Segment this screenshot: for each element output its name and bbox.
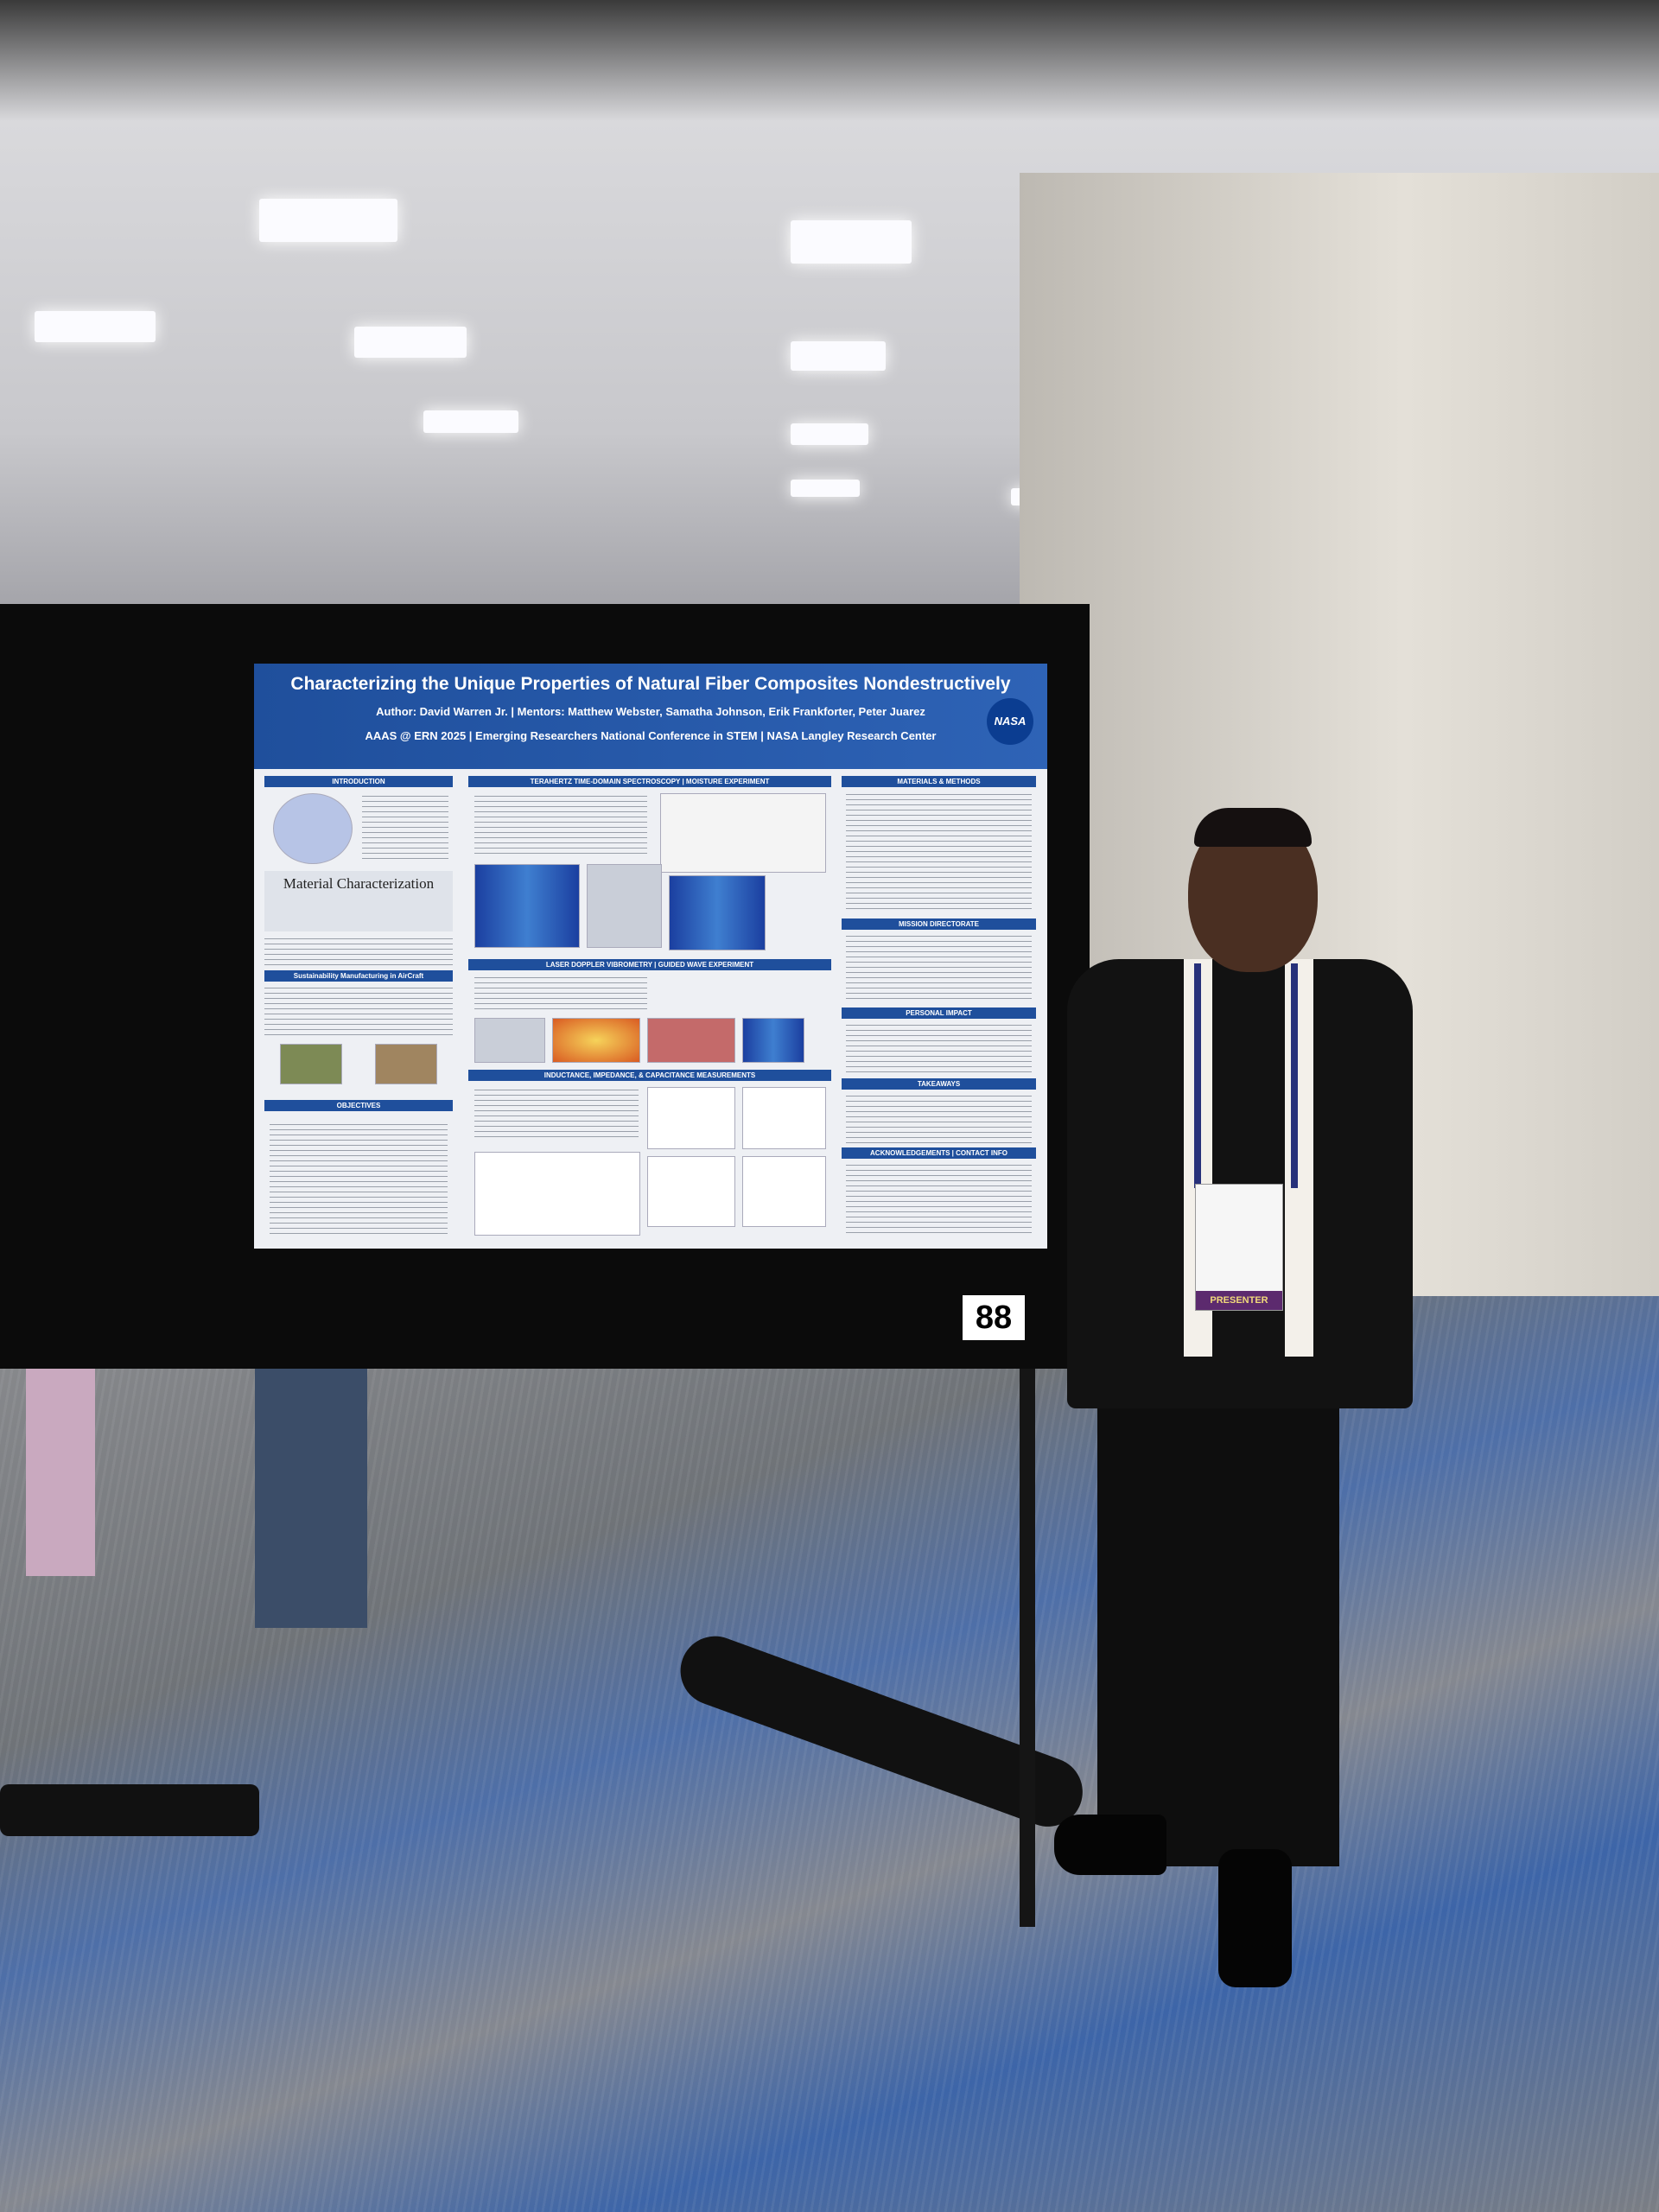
carpet xyxy=(0,1296,1659,2212)
section-header: MATERIALS & METHODS xyxy=(842,776,1036,787)
figure xyxy=(474,1018,545,1063)
figure xyxy=(647,1087,735,1149)
ceiling-light xyxy=(791,220,912,264)
figure xyxy=(742,1156,826,1227)
text-block xyxy=(846,1162,1032,1236)
text-block xyxy=(474,975,647,1014)
text-block xyxy=(846,933,1032,1002)
text-block xyxy=(846,1022,1032,1074)
text-block xyxy=(264,936,453,966)
visitor-legs xyxy=(255,1369,367,1628)
ceiling-light xyxy=(791,341,886,371)
figure xyxy=(742,1018,804,1063)
section-header: INDUCTANCE, IMPEDANCE, & CAPACITANCE MEA… xyxy=(468,1070,831,1081)
text-block xyxy=(846,1093,1032,1143)
section-header: Sustainability Manufacturing in AirCraft xyxy=(264,970,453,982)
text-block xyxy=(362,793,448,862)
board-number: 88 xyxy=(963,1295,1025,1340)
person-legs xyxy=(1097,1382,1339,1866)
section-header: OBJECTIVES xyxy=(264,1100,453,1111)
section-header: PERSONAL IMPACT xyxy=(842,1007,1036,1019)
ceiling-light xyxy=(354,327,467,358)
figure xyxy=(587,864,662,948)
figure xyxy=(273,793,353,864)
figure xyxy=(474,864,580,948)
badge-role: PRESENTER xyxy=(1196,1291,1282,1310)
text-block xyxy=(270,1122,448,1234)
poster-tube xyxy=(0,1784,259,1836)
figure xyxy=(375,1044,437,1084)
figure xyxy=(647,1156,735,1227)
poster-conference: AAAS @ ERN 2025 | Emerging Researchers N… xyxy=(365,729,937,742)
text-block xyxy=(264,985,453,1037)
section-header: TAKEAWAYS xyxy=(842,1078,1036,1090)
shoe xyxy=(1054,1815,1166,1875)
figure xyxy=(474,1152,640,1236)
text-block xyxy=(846,791,1032,912)
text-block xyxy=(474,793,647,854)
nasa-logo: NASA xyxy=(987,698,1033,745)
figure xyxy=(647,1018,735,1063)
poster: Characterizing the Unique Properties of … xyxy=(254,664,1047,1249)
figure xyxy=(669,875,766,950)
section-header: MISSION DIRECTORATE xyxy=(842,918,1036,930)
lanyard xyxy=(1194,963,1298,1188)
ceiling-light xyxy=(791,480,860,497)
text-block xyxy=(474,1087,639,1139)
board-stand xyxy=(1020,1365,1035,1927)
ceiling-light xyxy=(791,423,868,445)
section-header: ACKNOWLEDGEMENTS | CONTACT INFO xyxy=(842,1147,1036,1159)
ceiling-light xyxy=(259,199,397,242)
figure xyxy=(742,1087,826,1149)
name-badge: PRESENTER xyxy=(1195,1184,1283,1311)
person-hair xyxy=(1194,808,1312,847)
visitor-legs xyxy=(26,1369,95,1576)
poster-header: Characterizing the Unique Properties of … xyxy=(254,664,1047,769)
section-header: Material Characterization xyxy=(264,871,453,931)
figure xyxy=(280,1044,342,1084)
poster-byline: Author: David Warren Jr. | Mentors: Matt… xyxy=(376,705,925,718)
ceiling-light xyxy=(423,410,518,433)
section-header: LASER DOPPLER VIBROMETRY | GUIDED WAVE E… xyxy=(468,959,831,970)
ceiling-light xyxy=(35,311,156,342)
section-header: INTRODUCTION xyxy=(264,776,453,787)
poster-title: Characterizing the Unique Properties of … xyxy=(290,674,1011,694)
figure xyxy=(660,793,826,873)
shoe xyxy=(1218,1849,1292,1987)
section-header: TERAHERTZ TIME-DOMAIN SPECTROSCOPY | MOI… xyxy=(468,776,831,787)
figure xyxy=(552,1018,640,1063)
